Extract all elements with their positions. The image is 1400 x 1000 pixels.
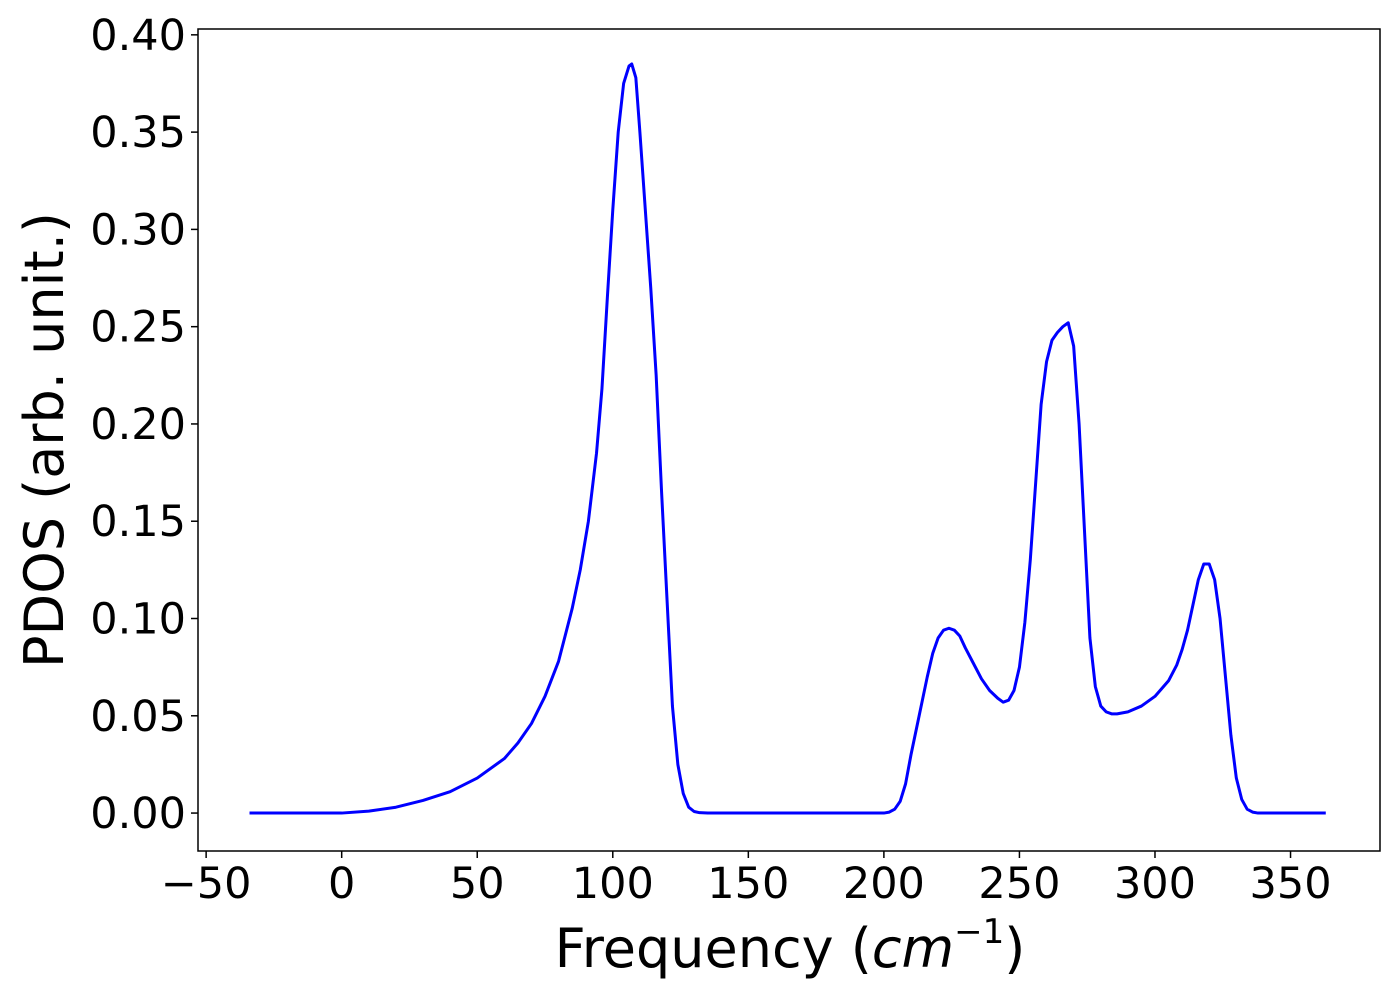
y-tick-label: 0.35 <box>90 108 186 158</box>
x-axis-ticks: −50 0 50 100 150 200 250 300 350 <box>161 851 1332 909</box>
x-tick-label: 350 <box>1249 859 1331 909</box>
x-tick-label: 150 <box>707 859 789 909</box>
y-tick-label: 0.00 <box>90 789 186 839</box>
x-tick-label: −50 <box>161 859 252 909</box>
y-tick-label: 0.40 <box>90 11 186 61</box>
x-axis-label-close: ) <box>1004 917 1025 980</box>
y-tick-label: 0.10 <box>90 595 186 645</box>
y-tick-label: 0.15 <box>90 497 186 547</box>
y-tick-label: 0.30 <box>90 205 186 255</box>
x-tick-label: 200 <box>843 859 925 909</box>
x-axis-label-unit: cm <box>872 917 954 980</box>
y-axis-ticks: 0.00 0.05 0.10 0.15 0.20 0.25 0.30 0.35 0.40 <box>90 11 198 839</box>
pdos-series-line <box>249 62 1326 815</box>
x-axis-label-main: Frequency ( <box>555 917 872 980</box>
y-tick-label: 0.25 <box>90 303 186 353</box>
x-axis-label: Frequency (cm−1) <box>555 912 1026 980</box>
x-tick-label: 250 <box>978 859 1060 909</box>
y-tick-label: 0.20 <box>90 400 186 450</box>
x-tick-label: 100 <box>572 859 654 909</box>
x-tick-label: 50 <box>450 859 505 909</box>
y-tick-label: 0.05 <box>90 692 186 742</box>
x-tick-label: 0 <box>328 859 355 909</box>
plot-frame <box>197 28 1381 852</box>
y-axis-label: PDOS (arb. unit.) <box>13 212 76 668</box>
x-tick-label: 300 <box>1114 859 1196 909</box>
x-axis-label-exponent: −1 <box>954 912 1004 952</box>
